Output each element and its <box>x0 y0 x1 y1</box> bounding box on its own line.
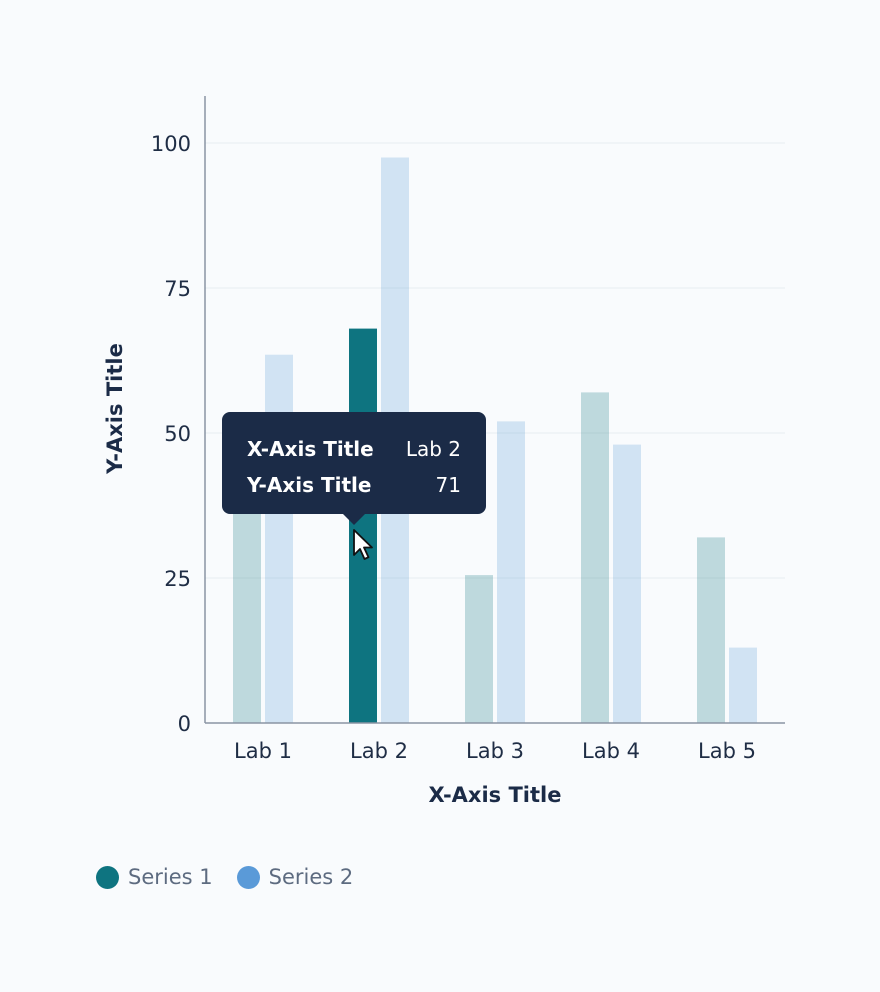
bar-series-1-lab-4 <box>581 392 609 723</box>
tooltip-row-y: Y-Axis Title 71 <box>247 467 461 503</box>
x-axis-title: X-Axis Title <box>428 783 561 807</box>
tooltip-y-value: 71 <box>435 473 461 497</box>
legend-swatch-series-2 <box>236 865 260 889</box>
tooltip-x-key: X-Axis Title <box>247 437 374 461</box>
bar-series-1-lab-5 <box>697 537 725 723</box>
legend-label-series-1: Series 1 <box>128 865 213 889</box>
x-tick-label-lab-2: Lab 2 <box>350 739 408 763</box>
bar-series-2-lab-3 <box>497 421 525 723</box>
legend: Series 1 Series 2 <box>96 865 377 889</box>
y-tick-label-0: 0 <box>178 712 191 736</box>
y-tick-label-50: 50 <box>164 422 191 446</box>
y-tick-label-25: 25 <box>164 567 191 591</box>
y-tick-label-75: 75 <box>164 277 191 301</box>
legend-item-series-1[interactable]: Series 1 <box>96 865 213 889</box>
bar-series-2-lab-5 <box>729 647 757 723</box>
bar-series-2-lab-1 <box>265 354 293 723</box>
data-tooltip: X-Axis Title Lab 2 Y-Axis Title 71 <box>222 412 486 525</box>
tooltip-y-key: Y-Axis Title <box>247 473 372 497</box>
legend-swatch-series-1 <box>96 865 119 889</box>
legend-label-series-2: Series 2 <box>268 865 354 889</box>
bar-series-1-lab-3 <box>465 575 493 723</box>
tooltip-x-value: Lab 2 <box>405 437 461 461</box>
x-tick-label-lab-5: Lab 5 <box>698 739 756 763</box>
x-tick-label-lab-1: Lab 1 <box>234 739 292 763</box>
bar-series-2-lab-4 <box>613 444 641 723</box>
y-tick-label-100: 100 <box>151 132 191 156</box>
y-axis-title: Y-Axis Title <box>103 343 127 475</box>
bar-series-1-lab-2 <box>349 328 377 723</box>
tooltip-row-x: X-Axis Title Lab 2 <box>247 431 461 467</box>
mouse-pointer-icon <box>353 529 373 560</box>
legend-item-series-2[interactable]: Series 2 <box>236 865 354 889</box>
x-tick-label-lab-3: Lab 3 <box>466 739 524 763</box>
x-tick-label-lab-4: Lab 4 <box>582 739 640 763</box>
